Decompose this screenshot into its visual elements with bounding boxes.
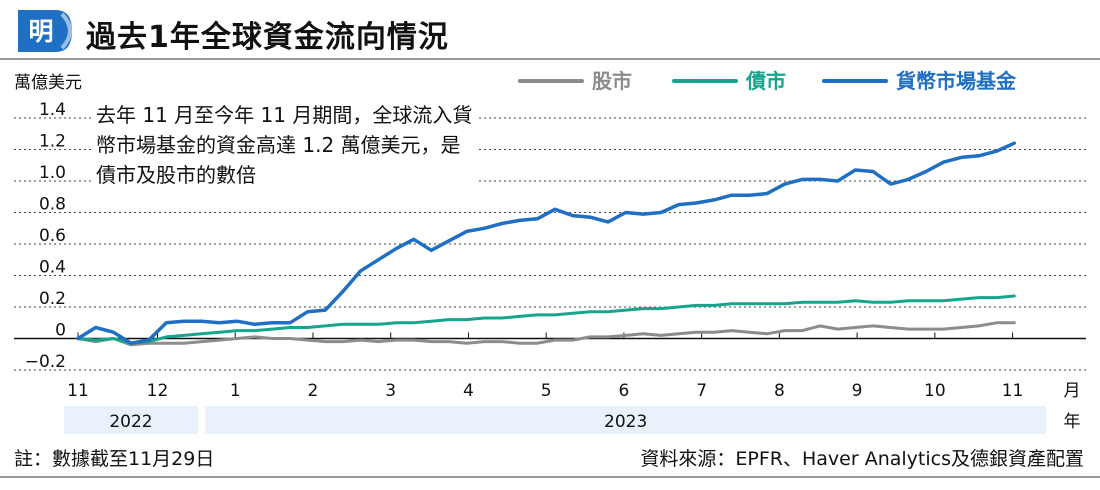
x-tick-label: 11 [1002, 381, 1024, 401]
series-line-money_market [76, 141, 1017, 345]
y-tick-label: 0.4 [39, 258, 66, 278]
source-credit: 資料來源：EPFR、Haver Analytics及德銀資產配置 [640, 448, 1084, 470]
logo-text: 明 [28, 17, 53, 46]
x-tick-label: 4 [463, 381, 474, 401]
title-divider [0, 58, 1100, 60]
footnote: 註：數據截至11月29日 [14, 448, 215, 470]
year-bands: 2022 2023 年 [63, 406, 1081, 434]
legend-label-money_market: 貨幣市場基金 [896, 69, 1017, 93]
legend-label-bonds: 債市 [745, 69, 786, 93]
annotation-line-1: 去年 11 月至今年 11 月期間，全球流入貨 [96, 103, 473, 127]
chart-title: 過去1年全球資金流向情況 [86, 20, 449, 55]
x-tick-labels: 11 12 1 2 3 4 5 6 7 8 9 10 11 月 [67, 332, 1081, 401]
legend: 股市 債市 貨幣市場基金 [518, 69, 1017, 93]
y-tick-label: 1.0 [39, 163, 66, 183]
bottom-divider [0, 476, 1100, 478]
y-tick-label: 0.6 [39, 226, 66, 246]
x-tick-label: 3 [385, 381, 396, 401]
x-tick-label: 10 [924, 381, 946, 401]
series-line-bonds [76, 294, 1016, 345]
y-tick-label: 0.8 [39, 195, 66, 215]
x-tick-label: 11 [67, 381, 89, 401]
y-tick-labels: 1.4 1.2 1.0 0.8 0.6 0.4 0.2 0 −0.2 [25, 100, 66, 372]
year-band-2022 [63, 406, 199, 434]
series-lines [76, 141, 1017, 347]
legend-label-stocks: 股市 [592, 69, 632, 93]
annotation-line-2: 幣市場基金的資金高達 1.2 萬億美元，是 [96, 133, 461, 157]
x-tick-label: 6 [618, 381, 629, 401]
x-tick-label: 8 [774, 381, 785, 401]
y-axis-label: 萬億美元 [14, 73, 82, 93]
ming-pao-logo: 明 [18, 10, 72, 52]
x-tick-label: 7 [696, 381, 707, 401]
annotation-box: 去年 11 月至今年 11 月期間，全球流入貨 幣市場基金的資金高達 1.2 萬… [92, 100, 479, 190]
y-tick-label: 1.4 [39, 100, 66, 120]
x-tick-label: 9 [852, 381, 863, 401]
year-label-2023: 2023 [604, 412, 647, 432]
x-tick-label: 5 [541, 381, 552, 401]
year-label-2022: 2022 [109, 412, 152, 432]
flow-chart: 2022 2023 年 1.41.21.00.80.60.40.20−0.2 11 1… [14, 69, 1086, 434]
year-unit-label: 年 [1064, 412, 1081, 432]
year-band-2023 [205, 406, 1047, 434]
x-tick-label: 1 [230, 381, 241, 401]
y-tick-label: 0 [55, 321, 66, 341]
x-tick-label: 2 [308, 381, 319, 401]
series-line-stocks [76, 321, 1016, 347]
y-tick-label: 1.2 [39, 132, 66, 152]
y-tick-label: −0.2 [25, 352, 66, 372]
annotation-line-3: 債市及股市的數倍 [96, 163, 256, 187]
y-tick-label: 0.2 [39, 289, 66, 309]
x-tick-label: 12 [147, 381, 169, 401]
x-unit-label: 月 [1064, 381, 1081, 401]
